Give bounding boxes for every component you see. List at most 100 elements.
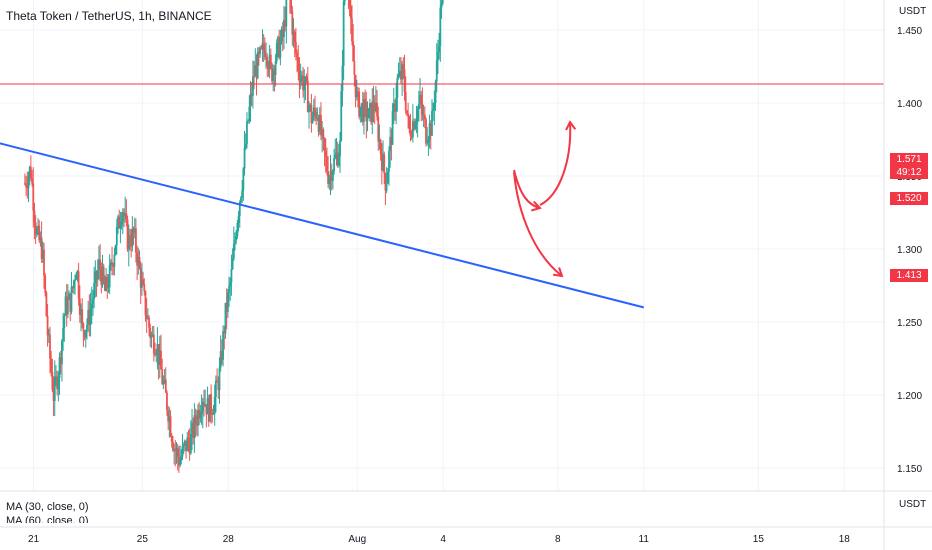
arrow-down-long (513, 171, 563, 277)
candle-body (271, 64, 273, 81)
candle-body (199, 413, 202, 419)
candle-body (252, 76, 254, 96)
indicator-ma30-label[interactable]: MA (30, close, 0) (6, 501, 89, 513)
candle-body (361, 103, 364, 122)
x-tick-label: 11 (639, 534, 650, 545)
candle-body (320, 114, 322, 136)
candle-body (152, 334, 155, 354)
candle-body (432, 109, 435, 111)
arrow-up-target (539, 121, 572, 206)
candle-body (219, 351, 222, 368)
candle-body (112, 265, 115, 267)
candle-body (201, 402, 204, 412)
candle-body (366, 117, 369, 122)
candle-body (404, 91, 407, 111)
candle-body (302, 75, 304, 91)
candle-body (321, 129, 324, 136)
candle-body (121, 212, 124, 222)
candle-body (423, 114, 426, 120)
candle-body (382, 154, 384, 171)
candle-body (166, 392, 168, 411)
candle-body (225, 302, 228, 312)
candle-body (135, 228, 137, 253)
candle-body (392, 103, 395, 112)
candle-body (100, 268, 103, 286)
candle-body (234, 240, 236, 244)
candle-body (195, 423, 198, 426)
candle-body (188, 442, 191, 454)
candle-body (182, 444, 185, 447)
candle-body (370, 103, 372, 122)
candle-body (305, 76, 308, 81)
candle-body (427, 139, 430, 143)
candle-body (125, 213, 128, 220)
candle-body (371, 101, 374, 122)
candle-body (283, 19, 285, 38)
candle-body (72, 280, 75, 289)
candle-body (360, 103, 363, 107)
x-tick-label: 15 (753, 534, 765, 545)
candle-body (238, 202, 241, 216)
candle-body (413, 121, 415, 130)
candle-body (131, 228, 134, 247)
candle-body (403, 69, 406, 92)
candle-body (230, 269, 233, 283)
candle-body (151, 334, 154, 336)
candle-body (340, 91, 343, 141)
candle-body (262, 43, 265, 51)
candle-body (439, 7, 442, 47)
candle-body (133, 228, 136, 233)
candle-body (237, 215, 240, 223)
candle-body (235, 236, 238, 241)
candle-body (107, 287, 110, 289)
candle-body (216, 380, 218, 383)
candle-body (98, 259, 100, 271)
arrow-up-target-head (565, 120, 577, 131)
candle-body (415, 120, 418, 124)
candle-body (168, 416, 171, 422)
candle-body (180, 456, 183, 461)
indicator-ma60-label[interactable]: MA (60, close, 0) (6, 515, 89, 523)
candle-body (402, 64, 405, 70)
x-tick-label: Aug (348, 534, 366, 545)
candle-body (92, 298, 94, 304)
candle-body (341, 66, 344, 92)
candle-body (414, 123, 417, 130)
candle-body (269, 54, 272, 65)
candle-body (367, 108, 370, 118)
candle-body (296, 52, 298, 58)
candle-body (242, 168, 245, 191)
candle-body (322, 129, 325, 139)
candle-body (351, 18, 353, 42)
candle-body (384, 173, 387, 191)
candle-body (119, 224, 122, 229)
candle-body (333, 157, 335, 172)
candle-body (308, 106, 310, 113)
arrow-down-short-head (531, 200, 542, 212)
candle-body (383, 154, 386, 174)
candle-body (35, 231, 38, 235)
candle-body (157, 343, 160, 365)
candle-body (174, 449, 177, 451)
candle-body (183, 440, 186, 445)
candle-body (379, 140, 382, 154)
arrow-down-long-head (552, 267, 564, 278)
candle-body (150, 335, 153, 338)
candle-body (281, 29, 284, 38)
candle-body (59, 357, 62, 365)
last-price-tag: 1.571 49:12 (890, 153, 928, 179)
candle-body (406, 110, 408, 114)
candle-body (132, 228, 135, 233)
candle-body (267, 66, 270, 70)
candle-body (149, 327, 152, 338)
candle-body (129, 234, 131, 246)
candle-body (106, 277, 109, 288)
candle-body (56, 376, 59, 390)
candle-body (339, 140, 341, 157)
candle-body (80, 309, 82, 315)
axis-currency-bottom: USDT (899, 499, 927, 510)
candle-body (173, 449, 176, 451)
candle-body (248, 106, 251, 121)
